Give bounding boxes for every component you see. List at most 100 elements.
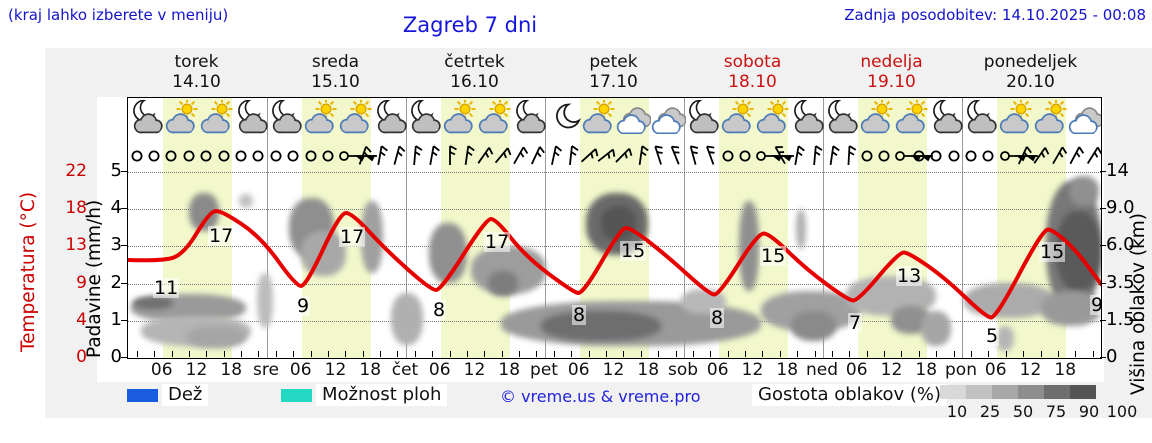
- x-hour-label: 06: [706, 360, 729, 380]
- axis-tick: [1100, 357, 1106, 358]
- sun-cloud-icon: [337, 98, 373, 134]
- sun-cloud-icon: [1032, 98, 1068, 134]
- wind-barb-icon: [597, 144, 616, 166]
- colorbar-segment: [940, 385, 966, 399]
- wind-barb-icon: [841, 144, 857, 166]
- hour-tick: [640, 351, 642, 357]
- wind-barb-icon: [424, 144, 441, 166]
- hour-tick: [1040, 351, 1042, 357]
- sun-cloud-icon: [754, 98, 790, 134]
- moon-cloud-icon: [789, 99, 825, 134]
- hour-tick: [970, 351, 972, 357]
- hour-tick: [154, 351, 156, 357]
- axis-tick: [1100, 282, 1106, 284]
- x-day-abbr-label: pon: [945, 360, 977, 380]
- calm-wind-icon: [286, 149, 300, 163]
- wind-barb-icon: [807, 144, 823, 166]
- hour-tick: [258, 351, 260, 357]
- x-hour-label: 06: [984, 360, 1007, 380]
- hour-tick: [849, 351, 851, 357]
- temperature-value-label: 8: [432, 299, 447, 321]
- sun-cloud-icon: [997, 98, 1033, 134]
- calm-wind-icon: [877, 149, 891, 163]
- wind-barb-icon: [650, 144, 666, 166]
- temperature-value-label: 8: [572, 304, 587, 326]
- hour-tick: [918, 351, 920, 357]
- sun-cloud-icon: [163, 98, 199, 134]
- showers-legend-label: Možnost ploh: [316, 384, 448, 406]
- hour-tick: [988, 351, 990, 357]
- x-hour-label: 06: [845, 360, 868, 380]
- wind-barb-icon: [546, 144, 562, 166]
- wind-barb-icon: [702, 144, 718, 166]
- day-boundary-line: [267, 98, 268, 358]
- x-hour-label: 06: [428, 360, 451, 380]
- precipitation-tick-label: 2: [110, 271, 122, 293]
- precipitation-tick-label: 5: [110, 160, 122, 181]
- hour-tick: [484, 351, 486, 357]
- x-hour-label: 18: [498, 360, 521, 380]
- sun-cloud-icon: [893, 98, 929, 134]
- precipitation-tick-label: 4: [110, 197, 122, 219]
- cloud-blob: [186, 326, 246, 348]
- hour-tick: [362, 351, 364, 357]
- density-tick-label: 25: [979, 402, 1001, 421]
- x-hour-label: 12: [741, 360, 764, 380]
- copyright-link[interactable]: © vreme.us & vreme.pro: [500, 387, 701, 406]
- colorbar-segment: [1018, 385, 1044, 399]
- calm-wind-icon: [304, 149, 318, 163]
- day-header: sreda 15.10: [266, 52, 405, 92]
- x-hour-label: 18: [359, 360, 382, 380]
- x-hour-label: 06: [150, 360, 173, 380]
- moon-cloud-icon: [372, 99, 408, 134]
- showers-legend-swatch: [281, 389, 312, 402]
- hour-tick: [831, 351, 833, 357]
- cloud-blob: [541, 311, 661, 341]
- cloud-height-tick-label: 1.5: [1106, 308, 1135, 330]
- hour-tick: [449, 351, 451, 357]
- clouds-icon: [615, 100, 652, 135]
- temperature-tick-label: 9: [76, 272, 87, 293]
- wind-barb-icon: [355, 144, 372, 166]
- day-boundary-line: [823, 98, 824, 358]
- x-hour-label: 06: [289, 360, 312, 380]
- hour-tick: [953, 351, 955, 357]
- day-date: 16.10: [450, 72, 499, 92]
- axis-tick: [1100, 245, 1106, 247]
- axis-tick: [121, 245, 127, 247]
- moon-cloud-icon: [233, 99, 269, 134]
- temperature-value-label: 11: [153, 277, 180, 299]
- x-hour-label: 12: [324, 360, 347, 380]
- temperature-tick-label: 22: [65, 161, 87, 181]
- temperature-value-label: 8: [710, 307, 725, 329]
- day-boundary-line: [684, 98, 685, 358]
- temperature-value-label: 17: [339, 226, 366, 248]
- x-hour-label: 18: [1054, 360, 1077, 380]
- calm-wind-icon: [947, 149, 961, 163]
- wind-barb-icon: [389, 144, 406, 166]
- day-date: 14.10: [172, 72, 221, 92]
- day-name: sobota: [723, 52, 782, 72]
- wind-barb-icon: [372, 144, 388, 166]
- cloud-blob: [257, 273, 273, 328]
- moon-cloud-icon: [962, 99, 998, 134]
- wind-barb-icon: [667, 144, 683, 166]
- temperature-value-label: 17: [484, 231, 511, 253]
- cloud-blob: [791, 311, 836, 341]
- calm-wind-icon: [199, 149, 213, 163]
- moon-icon: [545, 100, 582, 134]
- moon-cloud-icon: [928, 99, 964, 134]
- hour-tick: [606, 351, 607, 357]
- clouds-icon: [650, 100, 687, 135]
- temperature-value-label: 15: [1039, 241, 1066, 263]
- calm-wind-icon: [738, 149, 752, 163]
- calm-wind-icon: [164, 149, 178, 163]
- hour-tick: [692, 351, 694, 357]
- hour-tick: [901, 351, 903, 357]
- day-name: petek: [589, 52, 638, 72]
- calm-wind-icon: [321, 149, 335, 163]
- moon-cloud-icon: [823, 99, 859, 134]
- hour-tick: [745, 351, 746, 357]
- sun-cloud-icon: [580, 98, 616, 134]
- axis-tick: [121, 319, 127, 321]
